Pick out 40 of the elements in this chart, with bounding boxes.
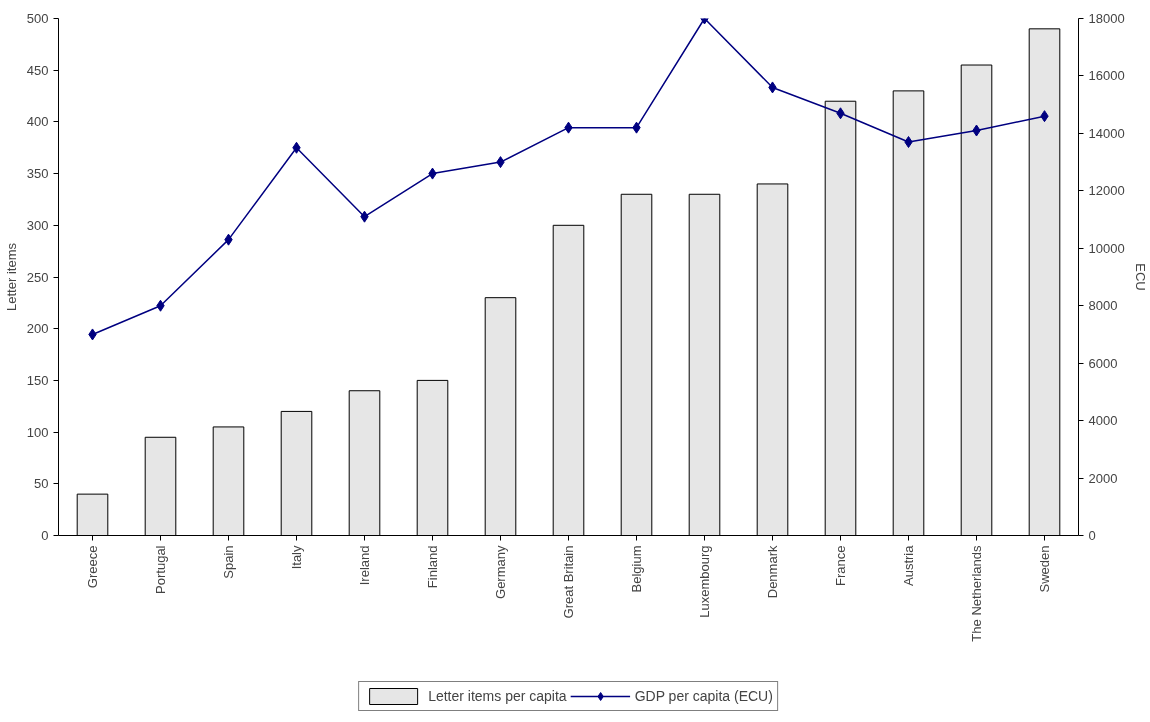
legend-label: Letter items per capita [428,688,567,704]
y2-axis-title: ECU [1132,263,1148,291]
x-tick-label: Portugal [153,545,168,594]
x-tick-label: Denmark [765,545,780,599]
y2-tick-label: 14000 [1088,125,1125,141]
x-tick-label: Finland [425,545,440,589]
x-tick-label: Ireland [357,545,372,586]
y-tick-label: 400 [26,114,49,130]
y-tick-label: 450 [26,62,49,78]
y-tick-label: 0 [41,528,49,543]
y2-tick-label: 16000 [1088,68,1125,84]
x-tick-label: Austria [901,544,916,586]
y-axis-title: Letter items [3,242,19,311]
y2-tick-label: 2000 [1088,470,1118,486]
y2-tick-label: 12000 [1088,183,1125,199]
y-tick-label: 300 [26,217,49,233]
x-tick-label: Germany [493,545,508,599]
y-tick-label: 350 [26,166,49,182]
x-tick-label: Luxembourg [697,545,712,618]
y2-tick-label: 18000 [1088,11,1125,26]
y-tick-label: 150 [26,372,49,388]
y-tick-label: 500 [26,11,49,26]
x-tick-label: The Netherlands [969,545,984,642]
x-tick-label: Spain [221,545,236,579]
x-tick-label: Great Britain [561,545,576,619]
y2-tick-label: 0 [1088,528,1096,543]
y-tick-label: 50 [34,476,49,492]
x-tick-label: Italy [289,545,304,570]
legend-label: GDP per capita (ECU) [634,688,773,704]
y2-tick-label: 8000 [1088,298,1118,314]
y-tick-label: 250 [26,269,49,285]
y-tick-label: 100 [26,424,49,440]
y2-tick-label: 4000 [1088,413,1118,429]
y2-tick-label: 6000 [1088,355,1118,371]
x-tick-label: Sweden [1037,545,1052,593]
y-tick-label: 200 [26,321,49,337]
x-tick-label: Greece [85,545,100,589]
x-tick-label: France [833,545,848,586]
x-tick-label: Belgium [629,545,644,593]
y2-tick-label: 10000 [1088,240,1125,256]
